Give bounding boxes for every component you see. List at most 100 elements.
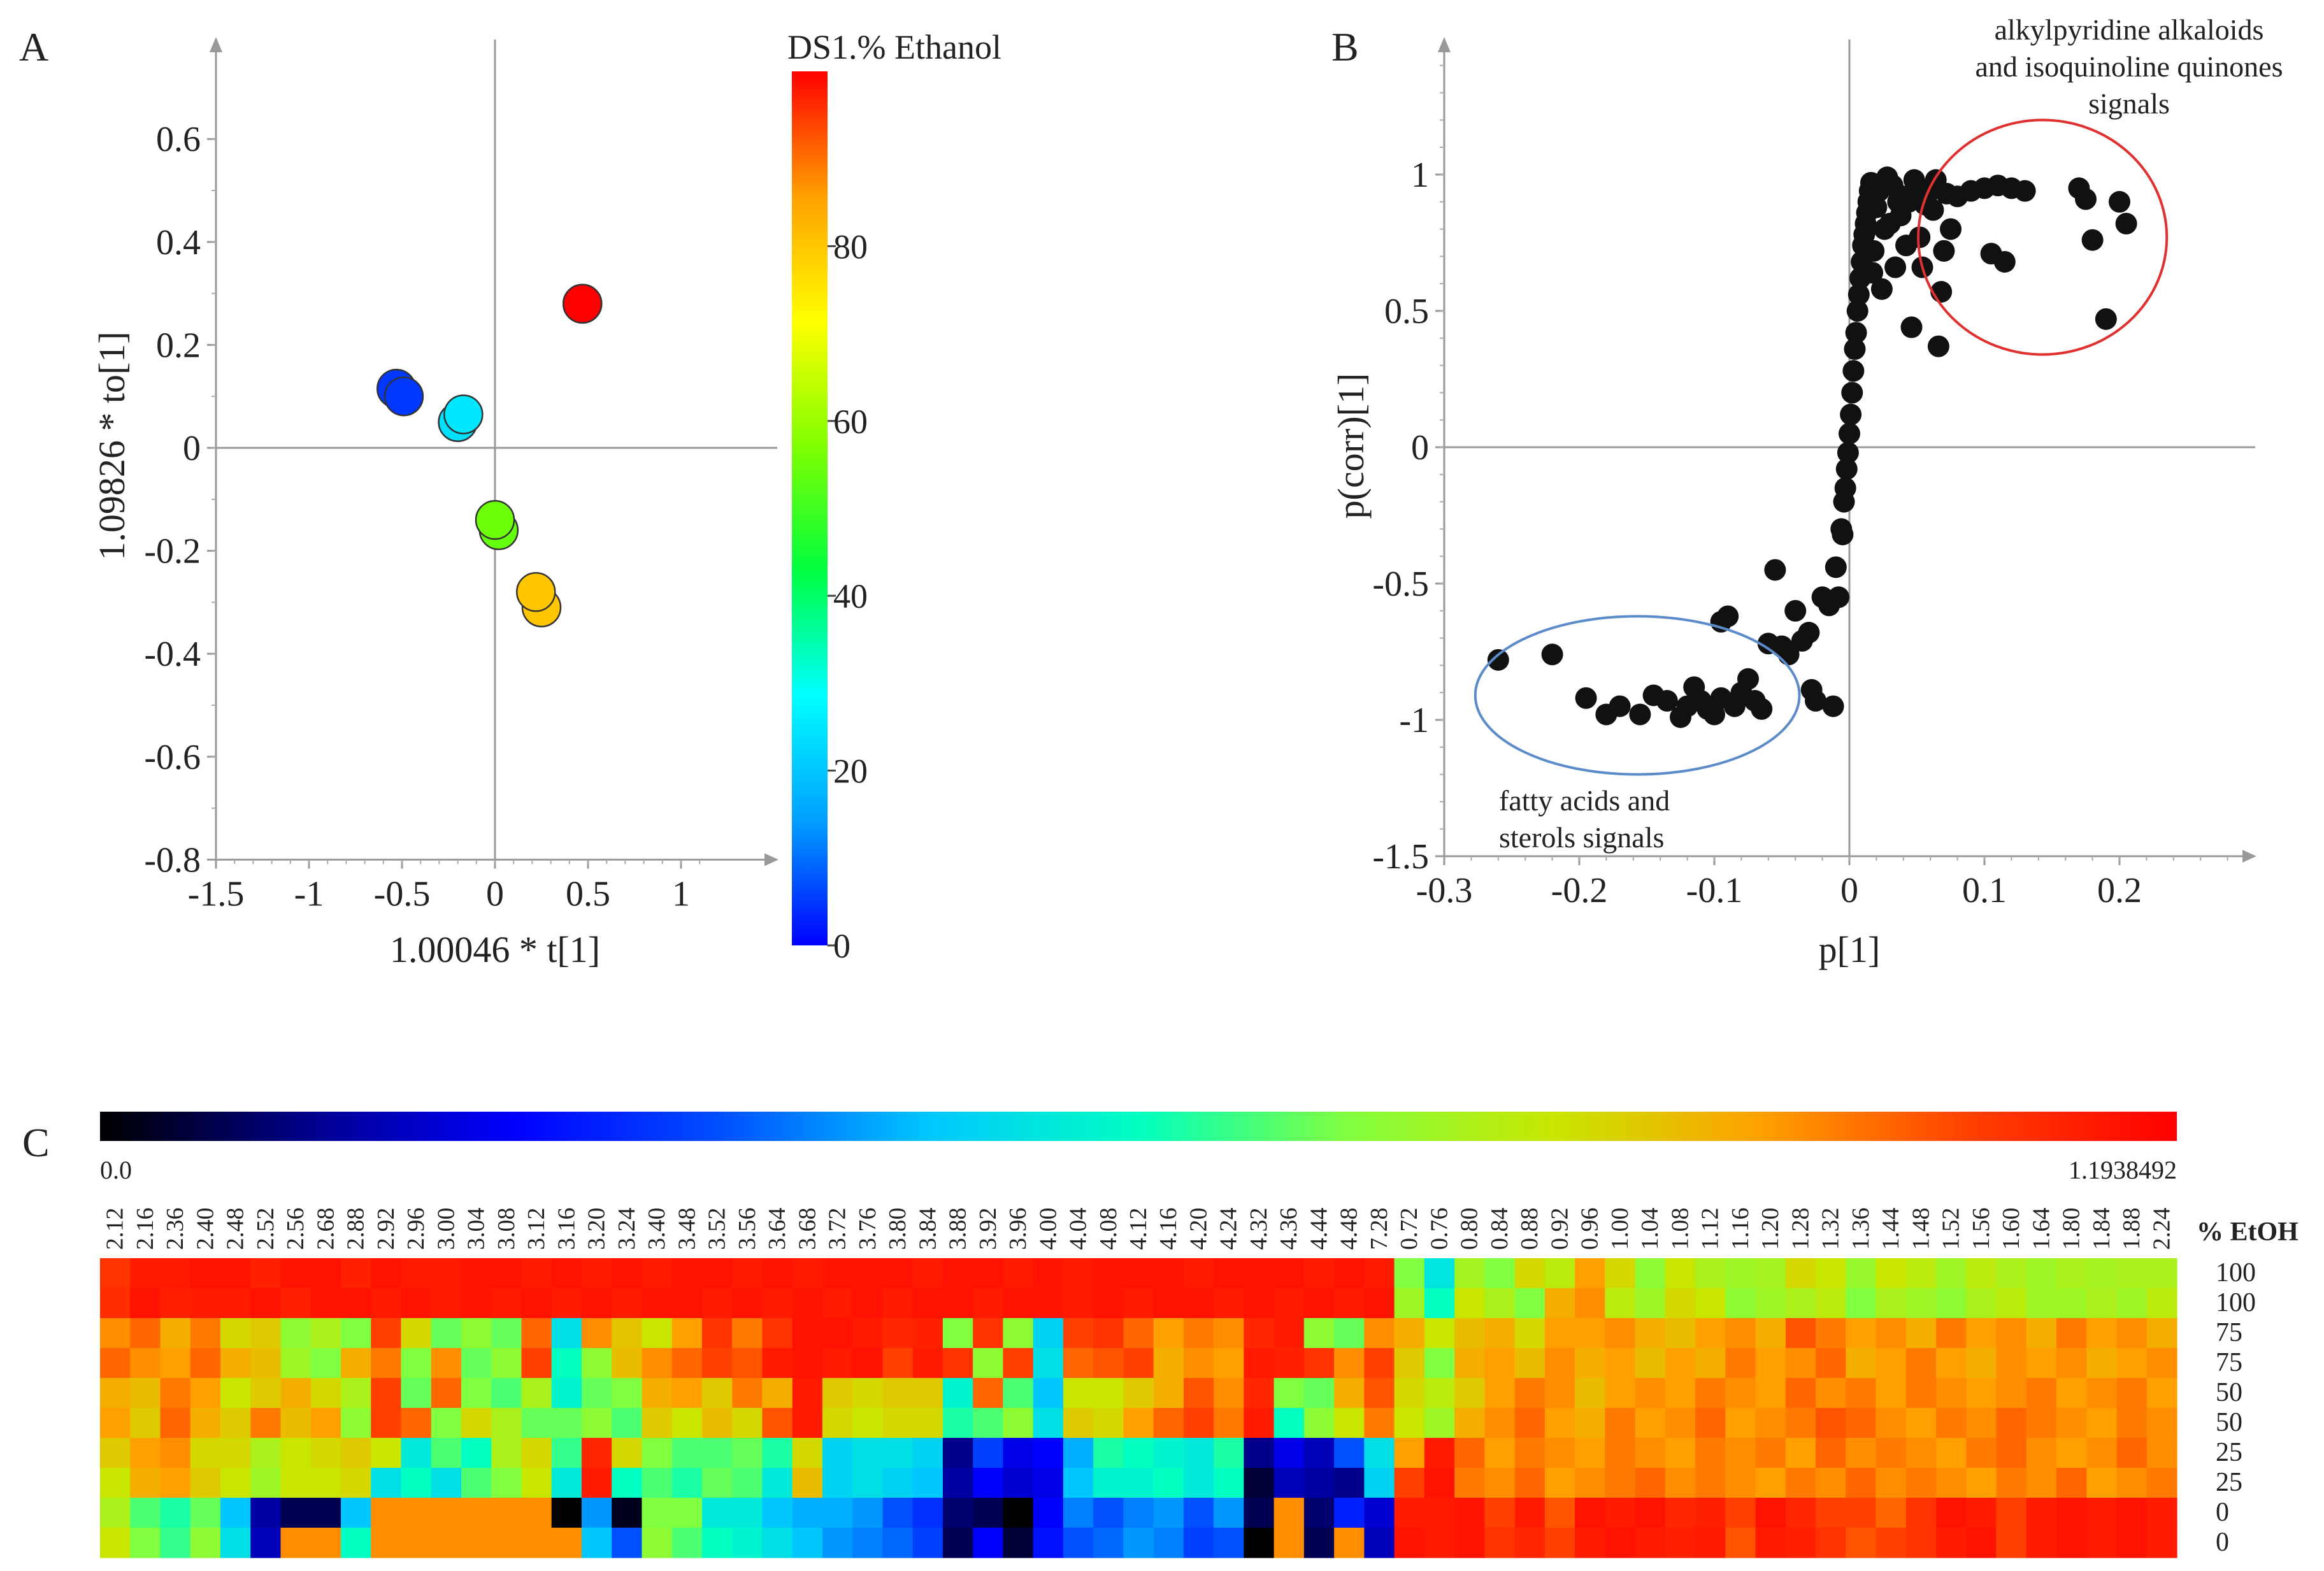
panel-b-point bbox=[2115, 213, 2137, 235]
panel-c-column-label: 4.24 bbox=[1216, 1208, 1242, 1251]
heatmap-cell bbox=[1244, 1258, 1275, 1289]
heatmap-cell bbox=[340, 1258, 371, 1289]
heatmap-cell bbox=[1364, 1498, 1395, 1528]
heatmap-cell bbox=[1183, 1318, 1214, 1349]
heatmap-cell bbox=[1394, 1408, 1425, 1438]
heatmap-cell bbox=[1484, 1318, 1516, 1349]
heatmap-cell bbox=[461, 1318, 492, 1349]
heatmap-cell bbox=[581, 1528, 612, 1558]
heatmap-cell bbox=[701, 1378, 733, 1409]
heatmap-cell bbox=[100, 1318, 131, 1349]
heatmap-cell bbox=[401, 1288, 432, 1319]
heatmap-cell bbox=[491, 1498, 522, 1528]
heatmap-cell bbox=[1303, 1528, 1335, 1558]
heatmap-cell bbox=[401, 1468, 432, 1498]
heatmap-cell bbox=[1303, 1408, 1335, 1438]
heatmap-cell bbox=[1966, 1468, 1997, 1498]
heatmap-cell bbox=[190, 1258, 221, 1289]
heatmap-cell bbox=[521, 1258, 552, 1289]
heatmap-cell bbox=[1846, 1498, 1877, 1528]
heatmap-cell bbox=[1183, 1288, 1214, 1319]
heatmap-cell bbox=[1153, 1348, 1184, 1379]
heatmap-cell bbox=[1484, 1528, 1516, 1558]
heatmap-cell bbox=[942, 1498, 973, 1528]
heatmap-cell bbox=[1966, 1378, 1997, 1409]
heatmap-cell bbox=[491, 1528, 522, 1558]
heatmap-cell bbox=[431, 1498, 462, 1528]
heatmap-cell bbox=[250, 1288, 282, 1319]
panel-c-column-label: 4.36 bbox=[1275, 1208, 1302, 1251]
heatmap-cell bbox=[1273, 1468, 1305, 1498]
heatmap-cell bbox=[1635, 1378, 1666, 1409]
heatmap-cell bbox=[2026, 1438, 2057, 1468]
heatmap-cell bbox=[822, 1438, 853, 1468]
heatmap-cell bbox=[250, 1468, 282, 1498]
panel-a-point bbox=[443, 394, 484, 434]
panel-c-column-label: 0.96 bbox=[1577, 1208, 1603, 1251]
heatmap-cell bbox=[1996, 1258, 2027, 1289]
panel-b-x-tick-label: -0.2 bbox=[1551, 871, 1608, 910]
heatmap-cell bbox=[100, 1438, 131, 1468]
heatmap-cell bbox=[852, 1378, 884, 1409]
heatmap-cell bbox=[1816, 1318, 1846, 1349]
heatmap-cell bbox=[491, 1258, 522, 1289]
heatmap-cell bbox=[2116, 1318, 2148, 1349]
panel-a-point bbox=[562, 283, 603, 324]
heatmap-cell bbox=[461, 1498, 492, 1528]
heatmap-cell bbox=[2116, 1258, 2148, 1289]
panel-b-point bbox=[1764, 559, 1786, 581]
panel-a-y-tick-label: 0.4 bbox=[156, 223, 201, 262]
heatmap-cell bbox=[1605, 1378, 1636, 1409]
panel-b-point bbox=[1861, 262, 1884, 284]
panel-c-column-label: 1.44 bbox=[1877, 1208, 1904, 1251]
heatmap-cell bbox=[1033, 1408, 1064, 1438]
heatmap-cell bbox=[1244, 1318, 1275, 1349]
heatmap-cell bbox=[792, 1498, 823, 1528]
heatmap-cell bbox=[1996, 1318, 2027, 1349]
panel-a-x-tick-label: 1 bbox=[672, 874, 690, 914]
heatmap-cell bbox=[250, 1318, 282, 1349]
panel-b-point bbox=[1840, 403, 1862, 426]
heatmap-cell bbox=[431, 1438, 462, 1468]
heatmap-cell bbox=[1093, 1528, 1124, 1558]
panel-b-point bbox=[2014, 180, 2036, 202]
heatmap-cell bbox=[280, 1468, 312, 1498]
panel-b-point bbox=[1798, 622, 1820, 644]
panel-b-point bbox=[1844, 338, 1866, 360]
heatmap-cell bbox=[1695, 1258, 1726, 1289]
heatmap-cell bbox=[220, 1318, 251, 1349]
heatmap-cell bbox=[1484, 1288, 1516, 1319]
heatmap-cell bbox=[1816, 1258, 1846, 1289]
heatmap-cell bbox=[190, 1498, 221, 1528]
panel-c-column-label: 3.52 bbox=[704, 1208, 731, 1251]
heatmap-cell bbox=[1514, 1468, 1546, 1498]
heatmap-cell bbox=[1364, 1288, 1395, 1319]
heatmap-cell bbox=[732, 1258, 763, 1289]
heatmap-cell bbox=[942, 1408, 973, 1438]
panel-a-y-axis-arrow bbox=[210, 37, 222, 52]
heatmap-cell bbox=[2146, 1528, 2177, 1558]
heatmap-cell bbox=[1153, 1468, 1184, 1498]
heatmap-cell bbox=[942, 1258, 973, 1289]
heatmap-cell bbox=[100, 1258, 131, 1289]
panel-a-y-tick-label: -0.4 bbox=[144, 635, 201, 674]
heatmap-cell bbox=[2116, 1378, 2148, 1409]
panel-b-point bbox=[1717, 605, 1739, 628]
heatmap-cell bbox=[822, 1348, 853, 1379]
heatmap-cell bbox=[942, 1468, 973, 1498]
heatmap-cell bbox=[1544, 1468, 1575, 1498]
heatmap-cell bbox=[1755, 1528, 1786, 1558]
panel-label-c: C bbox=[22, 1120, 50, 1165]
heatmap-cell bbox=[2026, 1378, 2057, 1409]
heatmap-cell bbox=[2026, 1288, 2057, 1319]
heatmap-cell bbox=[1424, 1378, 1455, 1409]
heatmap-cell bbox=[2086, 1258, 2118, 1289]
panel-c-column-label: 4.08 bbox=[1095, 1208, 1122, 1251]
heatmap-cell bbox=[973, 1378, 1003, 1409]
panel-c-cells bbox=[100, 1258, 2177, 1558]
heatmap-cell bbox=[431, 1408, 462, 1438]
heatmap-cell bbox=[1334, 1348, 1365, 1379]
heatmap-cell bbox=[461, 1408, 492, 1438]
heatmap-cell bbox=[2146, 1318, 2177, 1349]
heatmap-cell bbox=[1635, 1468, 1666, 1498]
